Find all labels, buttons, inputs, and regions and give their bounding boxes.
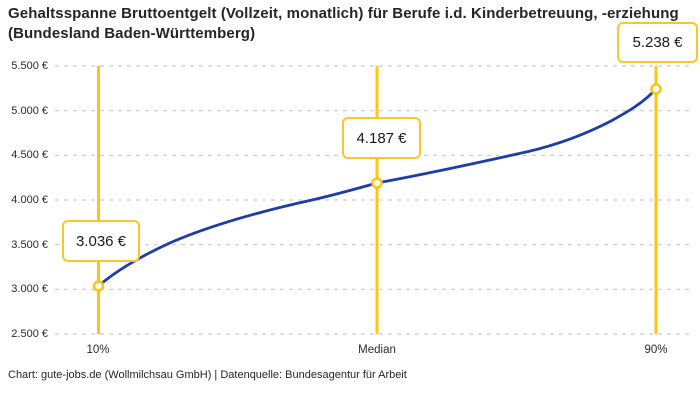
value-label-box-90pct: 5.238 €: [617, 22, 698, 63]
xtick-label-90pct: 90%: [644, 344, 668, 356]
value-label-box-10pct: 3.036 €: [62, 220, 140, 262]
marker-90pct: [650, 83, 662, 95]
xtick-label-10pct: 10%: [86, 344, 110, 356]
value-label-10pct: 3.036 €: [75, 232, 127, 250]
ytick-label: 5.000 €: [11, 105, 48, 117]
ytick-label: 3.000 €: [11, 283, 48, 295]
footer-credit: Chart: gute-jobs.de (Wollmilchsau GmbH) …: [8, 369, 407, 381]
value-label-90pct: 5.238 €: [632, 34, 683, 51]
ytick-label: 4.500 €: [11, 149, 48, 161]
data-markers: [92, 83, 662, 292]
marker-median: [371, 177, 383, 189]
xtick-label-median: Median: [358, 344, 396, 356]
marker-10pct: [92, 280, 105, 292]
value-label-box-median: 4.187 €: [342, 117, 421, 159]
gridlines: [55, 65, 691, 335]
ytick-label: 4.000 €: [11, 194, 48, 206]
ytick-label: 2.500 €: [11, 328, 48, 340]
ytick-label: 3.500 €: [11, 239, 48, 251]
ytick-label: 5.500 €: [11, 60, 48, 72]
chart-title: Gehaltsspanne Bruttoentgelt (Vollzeit, m…: [8, 5, 679, 42]
value-label-median: 4.187 €: [356, 129, 407, 147]
